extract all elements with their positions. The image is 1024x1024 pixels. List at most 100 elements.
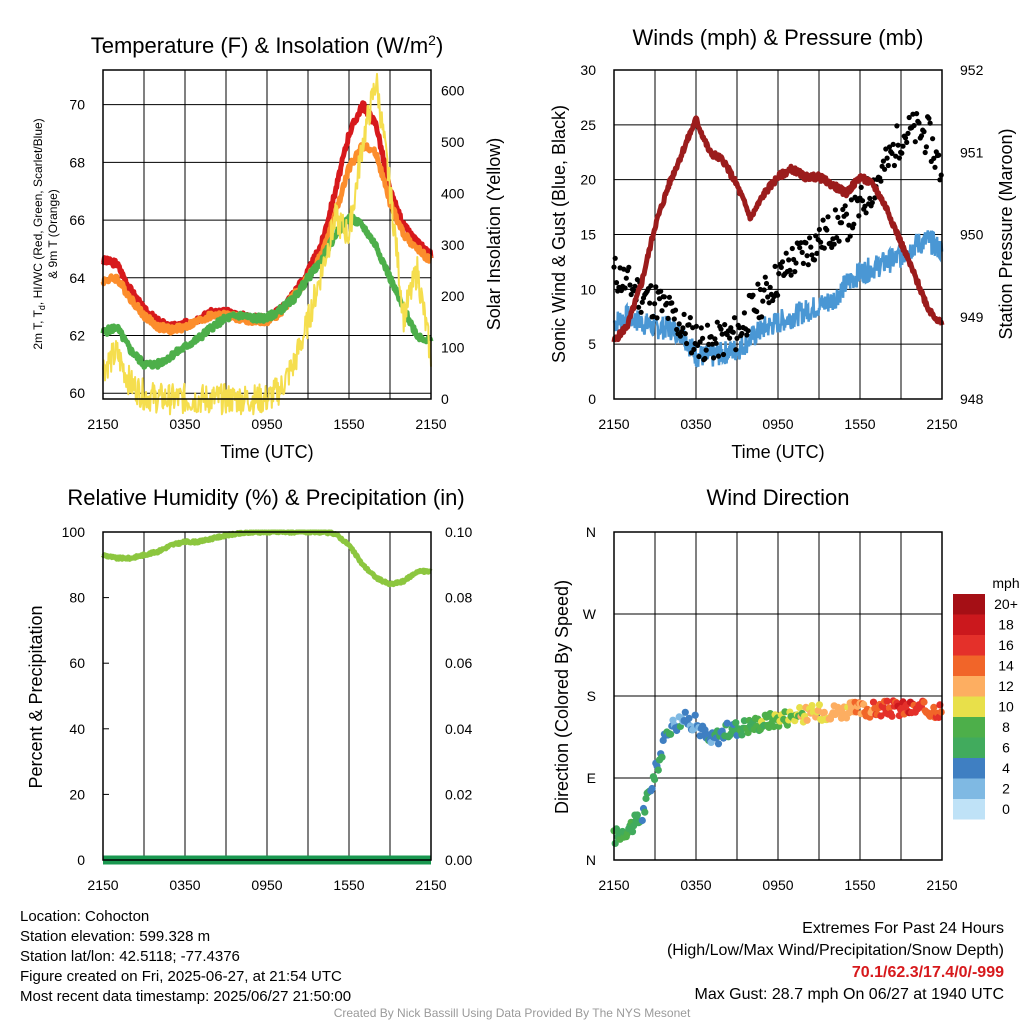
legend-swatch bbox=[953, 696, 985, 717]
legend-swatch bbox=[953, 758, 985, 779]
wind-gust-point bbox=[661, 294, 668, 300]
wind-gust-point bbox=[836, 238, 842, 244]
wind-gust-point bbox=[722, 322, 728, 328]
rh-xtick-label: 2150 bbox=[415, 877, 446, 893]
wind-gust-point bbox=[880, 158, 887, 164]
wind-gust-point bbox=[786, 257, 792, 263]
temp-xtick-label: 2150 bbox=[87, 416, 118, 432]
wind-gust-point bbox=[918, 133, 925, 139]
wind-y2tick-label: 948 bbox=[960, 391, 984, 407]
direction-ytick-label: E bbox=[587, 770, 596, 786]
wind-gust-point bbox=[677, 333, 684, 339]
wind-gust-point bbox=[761, 287, 767, 293]
wind-gust-point bbox=[889, 150, 895, 156]
direction-point bbox=[681, 708, 689, 716]
temp-ylabel: 2m T, Td, HI/WC (Red, Green, Scarlet/Blu… bbox=[31, 118, 47, 349]
wind-gust-point bbox=[767, 284, 773, 290]
wind-gust-point bbox=[862, 203, 868, 209]
direction-point bbox=[638, 816, 646, 825]
wind-gust-point bbox=[775, 292, 781, 298]
wind-gust-point bbox=[835, 214, 841, 220]
wind-gust-point bbox=[744, 332, 750, 338]
wind-gust-point bbox=[882, 166, 888, 172]
legend-label: 12 bbox=[998, 678, 1014, 694]
legend-swatch bbox=[953, 676, 985, 697]
wind-gust-point bbox=[693, 323, 700, 329]
wind-gust-point bbox=[623, 275, 629, 281]
wind-gust-point bbox=[922, 149, 928, 156]
direction-point bbox=[815, 701, 824, 709]
wind-gust-point bbox=[700, 335, 706, 341]
wind-gust-point bbox=[905, 130, 911, 136]
wind-xtick-label: 0350 bbox=[680, 416, 711, 432]
direction-point bbox=[648, 784, 656, 793]
wind-gust-point bbox=[843, 211, 850, 217]
direction-point bbox=[738, 731, 746, 739]
rh-y2tick-label: 0.04 bbox=[445, 721, 472, 737]
wind-gust-point bbox=[711, 355, 717, 361]
legend-label: 18 bbox=[998, 617, 1014, 633]
legend-swatch bbox=[953, 614, 985, 635]
wind-gust-point bbox=[937, 177, 943, 183]
wind-gust-point bbox=[807, 235, 813, 241]
wind-gust-point bbox=[676, 321, 682, 327]
wind-gust-point bbox=[665, 315, 671, 321]
direction-point bbox=[685, 714, 693, 722]
wind-gust-point bbox=[696, 353, 702, 360]
wind-gust-point bbox=[702, 355, 708, 362]
wind-gust-point bbox=[895, 142, 901, 148]
wind-gust-point bbox=[680, 325, 686, 331]
wind-gust-point bbox=[793, 260, 799, 266]
wind-gust-point bbox=[811, 257, 818, 263]
wind-gust-point bbox=[652, 301, 658, 307]
wind-gust-point bbox=[706, 341, 712, 347]
wind-gust-point bbox=[885, 162, 891, 169]
temp-ytick-label: 68 bbox=[69, 154, 85, 170]
wind-gust-point bbox=[792, 269, 798, 275]
wind-gust-point bbox=[674, 326, 680, 333]
wind-gust-point bbox=[845, 237, 851, 243]
direction-point bbox=[820, 708, 828, 717]
station-info: Location: Cohocton Station elevation: 59… bbox=[20, 907, 351, 1007]
rh-xtick-label: 1550 bbox=[333, 877, 364, 893]
wind-gust-point bbox=[704, 322, 711, 328]
wind-gust-point bbox=[800, 260, 807, 266]
direction-ytick-label: W bbox=[583, 606, 597, 622]
wind-gust-point bbox=[659, 308, 665, 314]
wind-speed-line bbox=[612, 230, 944, 368]
wind-ytick-label: 5 bbox=[588, 336, 596, 352]
direction-point bbox=[628, 828, 637, 836]
wind-y2tick-label: 952 bbox=[960, 62, 984, 78]
wind-ytick-label: 10 bbox=[580, 281, 596, 297]
rh-xtick-label: 0350 bbox=[169, 877, 200, 893]
wind-gust-point bbox=[734, 335, 740, 341]
wind-gust-point bbox=[936, 152, 942, 158]
temp-ytick-label: 70 bbox=[69, 97, 85, 113]
legend-swatch bbox=[953, 737, 985, 758]
wind-gust-point bbox=[832, 207, 839, 213]
rh-ylabel: Percent & Precipitation bbox=[26, 605, 46, 788]
direction-point bbox=[723, 719, 731, 727]
direction-point bbox=[937, 708, 945, 716]
rh-line bbox=[100, 529, 433, 588]
direction-xtick-label: 1550 bbox=[844, 877, 875, 893]
wind-panel-title: Winds (mph) & Pressure (mb) bbox=[633, 25, 924, 50]
temp-xlabel: Time (UTC) bbox=[220, 442, 313, 462]
wind-gust-point bbox=[891, 162, 898, 169]
direction-point bbox=[796, 704, 804, 712]
temp-panel-title: Temperature (F) & Insolation (W/m2) bbox=[91, 32, 444, 58]
wind-gust-point bbox=[896, 155, 903, 161]
temp-ytick-label: 60 bbox=[69, 385, 85, 401]
wind-ylabel: Sonic Wind & Gust (Blue, Black) bbox=[549, 105, 569, 363]
wind-gust-point bbox=[816, 226, 823, 233]
wind-gust-point bbox=[684, 340, 690, 347]
extremes-heading: Extremes For Past 24 Hours bbox=[802, 920, 1004, 937]
wind-gust-point bbox=[703, 347, 709, 353]
legend-swatch bbox=[953, 594, 985, 615]
rh-plot-frame bbox=[102, 531, 432, 861]
wind-gust-point bbox=[799, 249, 805, 255]
wind-gust-point bbox=[851, 221, 857, 227]
wind-gust-point bbox=[804, 253, 810, 259]
wind-y2tick-label: 951 bbox=[960, 144, 984, 160]
wind-y2tick-label: 950 bbox=[960, 227, 984, 243]
